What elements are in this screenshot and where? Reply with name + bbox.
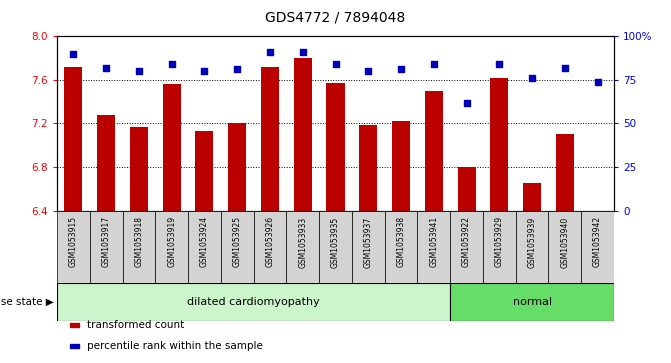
Bar [359, 125, 377, 211]
Bar [57, 283, 450, 321]
Text: GSM1053935: GSM1053935 [331, 216, 340, 268]
Bar [90, 211, 123, 283]
Bar [458, 167, 476, 211]
Bar [523, 183, 541, 211]
Bar [123, 211, 155, 283]
Bar [319, 211, 352, 283]
Bar [556, 134, 574, 211]
Bar [491, 78, 509, 211]
Text: GDS4772 / 7894048: GDS4772 / 7894048 [265, 11, 406, 25]
Bar [384, 211, 417, 283]
Point [363, 68, 374, 74]
Point [560, 65, 570, 70]
Text: GSM1053937: GSM1053937 [364, 216, 373, 268]
Point [264, 49, 275, 55]
Point [199, 68, 210, 74]
Bar [162, 84, 180, 211]
Bar [450, 283, 614, 321]
Bar [450, 211, 483, 283]
Text: GSM1053922: GSM1053922 [462, 216, 471, 267]
Point [166, 61, 177, 67]
Text: GSM1053941: GSM1053941 [429, 216, 438, 268]
Bar [483, 211, 516, 283]
Point [134, 68, 144, 74]
Text: GSM1053939: GSM1053939 [527, 216, 537, 268]
Bar [221, 211, 254, 283]
Point [232, 66, 243, 72]
Point [330, 61, 341, 67]
Bar [425, 91, 443, 211]
Text: normal: normal [513, 297, 552, 307]
Text: GSM1053942: GSM1053942 [593, 216, 602, 268]
Bar [228, 123, 246, 211]
Bar [64, 67, 83, 211]
Text: GSM1053917: GSM1053917 [102, 216, 111, 268]
Text: GSM1053933: GSM1053933 [298, 216, 307, 268]
Text: GSM1053940: GSM1053940 [560, 216, 569, 268]
Text: dilated cardiomyopathy: dilated cardiomyopathy [187, 297, 320, 307]
Bar [352, 211, 384, 283]
Bar [287, 211, 319, 283]
Bar [548, 211, 581, 283]
Bar [130, 127, 148, 211]
Text: GSM1053938: GSM1053938 [397, 216, 405, 268]
Text: disease state ▶: disease state ▶ [0, 297, 54, 307]
Point [592, 79, 603, 85]
Text: transformed count: transformed count [87, 320, 185, 330]
Bar [188, 211, 221, 283]
Point [396, 66, 407, 72]
Text: GSM1053918: GSM1053918 [134, 216, 144, 267]
Point [428, 61, 439, 67]
Point [101, 65, 111, 70]
Bar [516, 211, 548, 283]
Bar [97, 115, 115, 211]
Point [297, 49, 308, 55]
Text: GSM1053924: GSM1053924 [200, 216, 209, 268]
Bar [261, 67, 279, 211]
Point [68, 51, 79, 57]
Point [494, 61, 505, 67]
Bar [327, 83, 344, 211]
Bar [581, 211, 614, 283]
Text: GSM1053929: GSM1053929 [495, 216, 504, 268]
Text: GSM1053915: GSM1053915 [69, 216, 78, 268]
Bar [195, 131, 213, 211]
Point [527, 75, 537, 81]
Bar [254, 211, 287, 283]
Text: GSM1053926: GSM1053926 [266, 216, 274, 268]
Bar [57, 211, 90, 283]
Text: GSM1053925: GSM1053925 [233, 216, 242, 268]
Text: percentile rank within the sample: percentile rank within the sample [87, 341, 263, 351]
Bar [294, 58, 312, 211]
Text: GSM1053919: GSM1053919 [167, 216, 176, 268]
Bar [417, 211, 450, 283]
Bar [155, 211, 188, 283]
Bar [392, 121, 410, 211]
Point [461, 99, 472, 105]
